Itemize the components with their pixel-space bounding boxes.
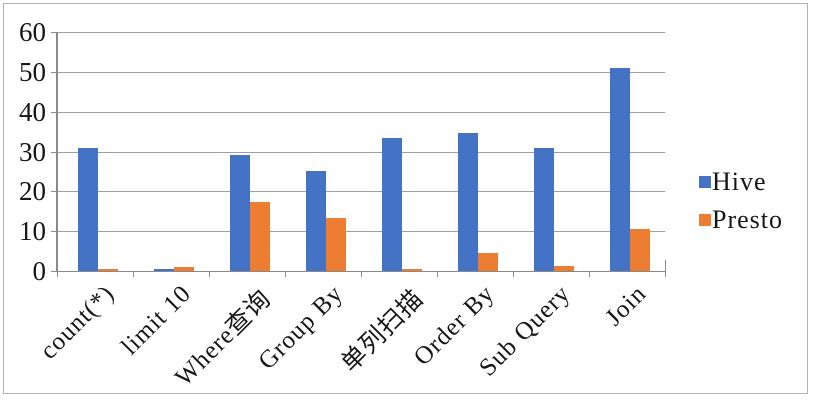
bar-hive-5 (458, 132, 478, 271)
y-tick-10 (51, 231, 56, 233)
x-tick-4 (360, 271, 362, 277)
x-tick-2 (208, 271, 210, 277)
y-tick-30 (51, 151, 56, 153)
legend: Hive Presto (699, 169, 783, 245)
bar-hive-6 (534, 147, 554, 271)
bar-presto-4 (402, 269, 422, 271)
y-axis-label-10: 10 (19, 216, 46, 247)
y-axis-label-40: 40 (19, 96, 46, 127)
y-axis-label-30: 30 (19, 136, 46, 167)
legend-label-hive: Hive (712, 167, 767, 196)
y-axis-label-20: 20 (19, 176, 46, 207)
y-axis-line (56, 32, 58, 271)
bar-presto-1 (174, 267, 194, 271)
legend-item-hive: Hive (699, 169, 783, 195)
plot-area (51, 32, 666, 277)
chart-frame-border (3, 3, 808, 394)
x-tick-0 (56, 271, 58, 277)
bar-hive-2 (230, 155, 250, 271)
bar-presto-6 (554, 266, 574, 271)
x-tick-5 (436, 271, 438, 277)
y-axis-label-0: 0 (32, 256, 47, 286)
bar-hive-3 (306, 171, 326, 271)
y-tick-20 (51, 191, 56, 193)
y-tick-40 (51, 111, 56, 113)
legend-item-presto: Presto (699, 207, 783, 233)
y-tick-0 (51, 271, 56, 272)
bar-presto-7 (630, 228, 650, 271)
gridline-y-10 (57, 231, 665, 233)
y-axis-label-50: 50 (19, 56, 46, 87)
gridline-y-40 (57, 111, 665, 113)
x-tick-3 (284, 271, 286, 277)
x-tick-7 (588, 271, 590, 277)
gridline-y-60 (57, 32, 665, 33)
legend-swatch-presto-icon (699, 214, 711, 226)
x-tick-8 (664, 260, 666, 277)
bar-hive-1 (154, 268, 174, 271)
bar-hive-0 (78, 147, 98, 271)
y-axis-label-60: 60 (19, 17, 46, 47)
legend-label-presto: Presto (712, 205, 783, 234)
bar-hive-4 (382, 137, 402, 271)
x-tick-6 (512, 271, 514, 277)
y-tick-60 (51, 32, 56, 33)
gridline-y-20 (57, 191, 665, 193)
gridline-y-30 (57, 151, 665, 153)
y-tick-50 (51, 71, 56, 73)
bar-presto-0 (98, 268, 118, 271)
gridline-y-50 (57, 71, 665, 73)
bar-presto-3 (326, 217, 346, 271)
bar-hive-7 (610, 68, 630, 271)
x-tick-1 (132, 271, 134, 277)
bar-presto-2 (250, 202, 270, 271)
legend-swatch-hive-icon (699, 176, 711, 188)
bar-presto-5 (478, 253, 498, 271)
